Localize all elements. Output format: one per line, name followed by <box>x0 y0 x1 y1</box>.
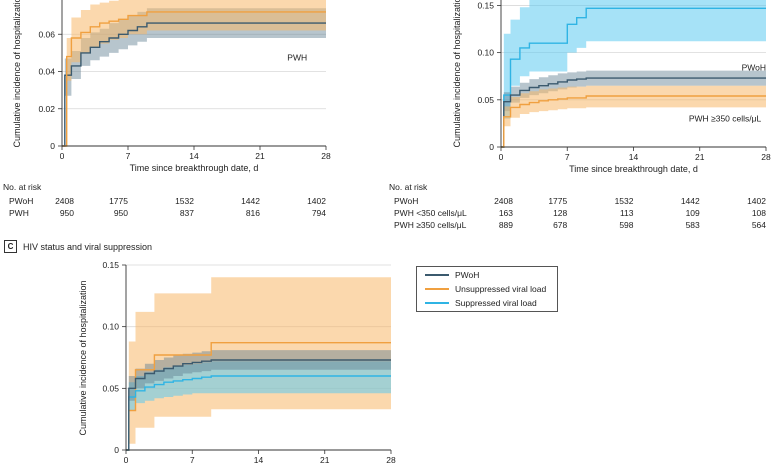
risk-cell: 113 <box>619 208 634 218</box>
annotation-b: PWoH <box>742 63 766 73</box>
risk-cell: 108 <box>751 208 766 218</box>
legend-label: PWoH <box>455 269 480 280</box>
panel-c-title: HIV status and viral suppression <box>23 241 153 252</box>
x-tick-label-c: 0 <box>124 455 129 465</box>
risk-cell: 583 <box>685 220 700 230</box>
risk-row-label: PWH <box>9 208 29 218</box>
x-axis-label-b: Time since breakthrough date, d <box>569 164 698 174</box>
x-axis-label-a: Time since breakthrough date, d <box>130 163 259 173</box>
series-line-blue-c <box>126 375 391 451</box>
legend-label: Suppressed viral load <box>455 297 537 308</box>
risk-cell: 1532 <box>175 196 194 206</box>
x-tick-label-c: 21 <box>320 455 330 465</box>
y-tick-label-c: 0.10 <box>102 322 119 332</box>
annotation-b: PWH ≥350 cells/μL <box>689 114 762 124</box>
y-axis-label-a: Cumulative incidence of hospitalization <box>12 0 22 148</box>
risk-table-title: No. at risk <box>389 182 428 192</box>
annotation-a: PWH <box>287 52 307 62</box>
risk-row-label: PWH ≥350 cells/μL <box>394 220 467 230</box>
x-tick-label-a: 7 <box>126 151 131 161</box>
x-tick-label-b: 14 <box>629 152 639 162</box>
y-tick-label-b: 0.15 <box>477 0 494 10</box>
series-line-pwoh-a <box>62 22 326 147</box>
y-tick-label-a: 0.04 <box>38 67 55 77</box>
y-tick-label-c: 0.05 <box>102 383 119 393</box>
risk-cell: 950 <box>113 208 128 218</box>
risk-cell: 564 <box>751 220 766 230</box>
risk-row-label: PWoH <box>9 196 34 206</box>
risk-cell: 816 <box>245 208 260 218</box>
series-line-pwoh-b <box>501 77 766 148</box>
risk-cell: 794 <box>311 208 326 218</box>
risk-table-a: No. at risk PWoH 2408 1775 1532 1442 1402 PWH 95… <box>0 182 340 222</box>
panel-c-header: C HIV status and viral suppression <box>4 240 152 253</box>
risk-cell: 1442 <box>680 196 700 206</box>
legend-item-orange: Unsuppressed viral load <box>417 282 557 295</box>
risk-cell: 1532 <box>614 196 634 206</box>
x-tick-label-c: 28 <box>386 455 396 465</box>
risk-cell: 837 <box>179 208 194 218</box>
y-tick-label-a: 0.06 <box>38 29 55 39</box>
x-tick-label-a: 21 <box>255 151 265 161</box>
ci-band-pwoh-a <box>62 8 326 147</box>
x-tick-label-b: 28 <box>761 152 771 162</box>
risk-row-label: PWoH <box>394 196 419 206</box>
risk-cell: 1402 <box>307 196 326 206</box>
risk-cell: 128 <box>553 208 568 218</box>
x-tick-label-a: 0 <box>60 151 65 161</box>
legend-item-blue: Suppressed viral load <box>417 296 557 309</box>
risk-cell: 889 <box>498 220 513 230</box>
risk-cell: 2408 <box>494 196 513 206</box>
risk-cell: 163 <box>498 208 513 218</box>
legend-item-pwoh: PWoH <box>417 268 557 281</box>
y-tick-label-b: 0.05 <box>477 95 494 105</box>
risk-cell: 950 <box>59 208 74 218</box>
y-axis-label-c: Cumulative incidence of hospitalization <box>78 280 88 435</box>
x-tick-label-a: 28 <box>321 151 331 161</box>
series-line-blue-b <box>501 7 766 148</box>
risk-table-b: No. at risk PWoH 2408 1775 1532 1442 1402 PWH <… <box>386 182 780 234</box>
risk-cell: 678 <box>553 220 568 230</box>
risk-cell: 598 <box>619 220 634 230</box>
ci-band-orange-a <box>62 0 326 146</box>
x-tick-label-a: 14 <box>189 151 199 161</box>
series-line-pwoh-c <box>126 359 391 451</box>
y-tick-label-c: 0 <box>114 445 119 455</box>
risk-cell: 1402 <box>747 196 766 206</box>
x-tick-label-b: 21 <box>695 152 705 162</box>
y-tick-label-b: 0 <box>489 142 494 152</box>
y-tick-label-a: 0 <box>50 141 55 151</box>
risk-cell: 1775 <box>109 196 128 206</box>
risk-cell: 2408 <box>55 196 74 206</box>
panel-c-letter: C <box>4 240 17 253</box>
x-tick-label-b: 7 <box>565 152 570 162</box>
risk-row-label: PWH <350 cells/μL <box>394 208 467 218</box>
x-tick-label-b: 0 <box>499 152 504 162</box>
ci-band-blue-c <box>126 361 391 450</box>
risk-cell: 1442 <box>241 196 260 206</box>
legend-swatch <box>425 273 449 276</box>
risk-table-title: No. at risk <box>3 182 42 192</box>
ci-band-orange-b <box>501 85 766 147</box>
x-tick-label-c: 7 <box>190 455 195 465</box>
y-tick-label-b: 0.10 <box>477 48 494 58</box>
series-line-orange-a <box>62 11 326 147</box>
x-tick-label-c: 14 <box>254 455 264 465</box>
legend-swatch <box>425 301 449 304</box>
series-line-orange-b <box>501 95 766 148</box>
y-axis-label-b: Cumulative incidence of hospitalization <box>452 0 462 148</box>
legend-label: Unsuppressed viral load <box>455 283 547 294</box>
legend-panel-c: PWoH Unsuppressed viral load Suppressed vi… <box>416 266 558 312</box>
risk-cell: 109 <box>685 208 700 218</box>
risk-cell: 1775 <box>548 196 568 206</box>
y-tick-label-c: 0.15 <box>102 260 119 270</box>
legend-swatch <box>425 287 449 290</box>
y-tick-label-a: 0.02 <box>38 104 55 114</box>
